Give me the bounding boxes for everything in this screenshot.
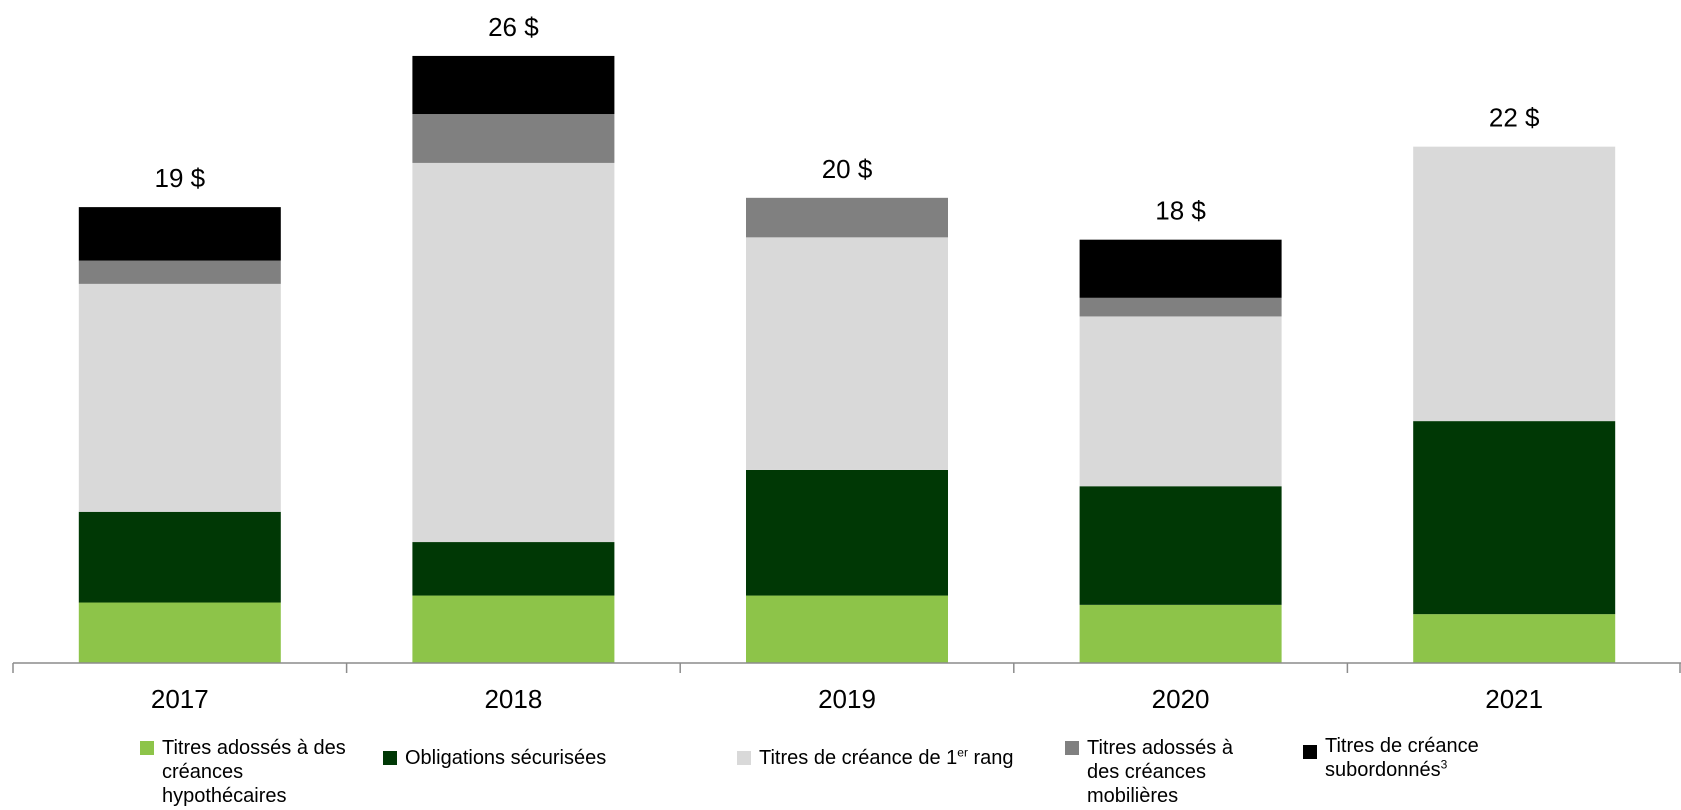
- x-tick-label-2021: 2021: [1485, 684, 1543, 714]
- x-tick-label-2017: 2017: [151, 684, 209, 714]
- bar-2017-series-2: [78, 283, 281, 512]
- legend-label-senior-debt-pre: Titres de créance de 1: [759, 747, 958, 769]
- total-label-2021: 22 $: [1489, 103, 1540, 133]
- legend-item-mortgage-backed: Titres adossés à des créances hypothécai…: [140, 736, 370, 808]
- bar-2018-series-3: [412, 114, 615, 163]
- legend-swatch-asset-backed: [1065, 741, 1079, 755]
- bar-2017-series-3: [78, 260, 281, 284]
- bar-2020-series-2: [1079, 316, 1282, 487]
- legend-swatch-covered-bonds: [383, 751, 397, 765]
- legend-item-senior-debt: Titres de créance de 1er rang: [737, 746, 1057, 770]
- bar-2021-series-0: [1413, 614, 1616, 663]
- legend-swatch-senior-debt: [737, 751, 751, 765]
- bar-2019-series-3: [746, 197, 948, 238]
- total-label-2019: 20 $: [822, 154, 873, 184]
- legend-label-senior-debt: Titres de créance de 1er rang: [759, 746, 1014, 770]
- legend-label-mortgage-backed: Titres adossés à des créances hypothécai…: [162, 737, 346, 807]
- bar-2019-series-1: [746, 469, 948, 596]
- bar-2018-series-4: [412, 55, 615, 115]
- legend-label-subordinated-debt-sup: 3: [1440, 757, 1448, 772]
- legend-swatch-mortgage-backed: [140, 741, 154, 755]
- legend-label-senior-debt-post: rang: [967, 747, 1014, 769]
- bar-2018-series-0: [412, 595, 615, 663]
- stacked-bar-chart: 19 $ 26 $ 20 $ 18 $ 22 $ 2017 2018 2019 2020 202…: [12, 12, 1681, 714]
- legend-item-subordinated-debt: Titres de créance subordonnés3: [1303, 734, 1503, 782]
- legend-item-covered-bonds: Obligations sécurisées: [383, 746, 683, 770]
- total-labels-group: 19 $ 26 $ 20 $ 18 $ 22 $: [154, 12, 1540, 226]
- bar-2018-series-1: [412, 542, 615, 596]
- bar-2020-series-0: [1079, 604, 1282, 663]
- bar-2018-series-2: [412, 162, 615, 543]
- bar-2019-series-2: [746, 237, 948, 470]
- bar-2021-series-2: [1413, 146, 1616, 422]
- bar-2020-series-4: [1079, 239, 1282, 298]
- bars-group: [78, 55, 1616, 663]
- total-label-2018: 26 $: [488, 12, 539, 42]
- bar-2017-series-0: [78, 602, 281, 663]
- bar-2020-series-1: [1079, 486, 1282, 605]
- total-label-2020: 18 $: [1155, 196, 1206, 226]
- legend: Titres adossés à des créances hypothécai…: [0, 734, 1681, 810]
- x-tick-label-2019: 2019: [818, 684, 876, 714]
- bar-2021-series-1: [1413, 421, 1616, 615]
- bar-2020-series-3: [1079, 297, 1282, 317]
- legend-swatch-subordinated-debt: [1303, 745, 1317, 759]
- total-label-2017: 19 $: [154, 163, 205, 193]
- bar-2017-series-1: [78, 511, 281, 603]
- legend-label-senior-debt-sup: er: [957, 745, 968, 760]
- legend-label-asset-backed: Titres adossés à des créances mobilières: [1087, 737, 1233, 807]
- legend-item-asset-backed: Titres adossés à des créances mobilières: [1065, 736, 1245, 808]
- x-tick-label-2018: 2018: [484, 684, 542, 714]
- bar-2019-series-0: [746, 595, 948, 663]
- bar-2017-series-4: [78, 207, 281, 261]
- x-tick-label-2020: 2020: [1152, 684, 1210, 714]
- legend-label-covered-bonds: Obligations sécurisées: [405, 747, 607, 769]
- legend-label-subordinated-debt-text: Titres de créance subordonnés: [1325, 735, 1479, 781]
- legend-label-subordinated-debt: Titres de créance subordonnés3: [1325, 734, 1503, 782]
- x-axis: 2017 2018 2019 2020 2021: [12, 662, 1681, 714]
